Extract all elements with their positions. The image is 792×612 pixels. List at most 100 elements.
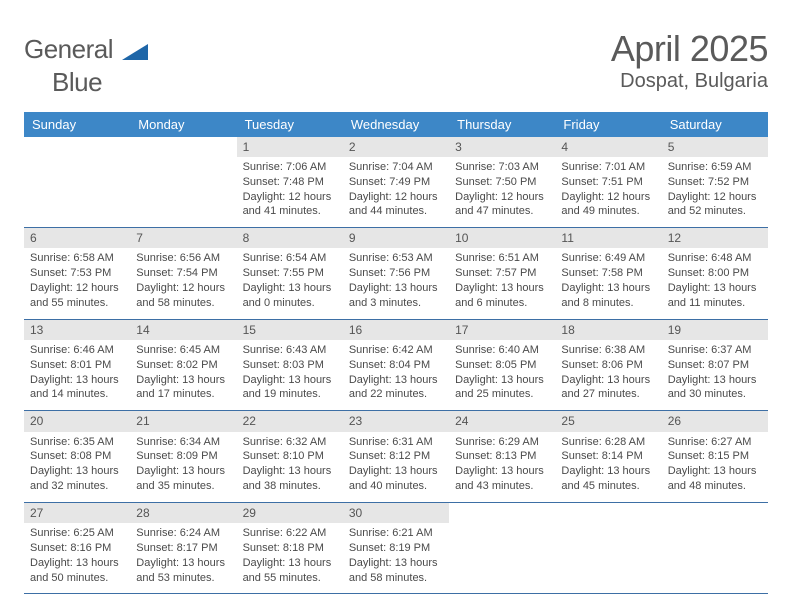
daylight-line: Daylight: 13 hours and 48 minutes. [668,464,762,494]
calendar-cell: 20Sunrise: 6:35 AMSunset: 8:08 PMDayligh… [24,411,130,503]
sunset-line: Sunset: 8:04 PM [349,358,443,373]
calendar-cell: 12Sunrise: 6:48 AMSunset: 8:00 PMDayligh… [662,228,768,320]
daylight-line: Daylight: 13 hours and 53 minutes. [136,556,230,586]
sunset-line: Sunset: 8:03 PM [243,358,337,373]
sunset-line: Sunset: 8:10 PM [243,449,337,464]
sunset-line: Sunset: 8:02 PM [136,358,230,373]
day-number: 9 [343,228,449,248]
sunrise-line: Sunrise: 7:01 AM [561,160,655,175]
day-number: 8 [237,228,343,248]
calendar-cell: 4Sunrise: 7:01 AMSunset: 7:51 PMDaylight… [555,137,661,228]
calendar-cell: 26 Sunrise: 6:27 AMSunset: 8:15 PMDayligh… [662,411,768,503]
calendar-cell: 28 Sunrise: 6:24 AMSunset: 8:17 PMDayligh… [130,502,236,594]
weekday-header: Friday [555,112,661,137]
calendar-cell: 10Sunrise: 6:51 AMSunset: 7:57 PMDayligh… [449,228,555,320]
sunset-line: Sunset: 8:18 PM [243,541,337,556]
day-number: 11 [555,228,661,248]
calendar-cell: 7Sunrise: 6:56 AMSunset: 7:54 PMDaylight… [130,228,236,320]
sunset-line: Sunset: 8:08 PM [30,449,124,464]
day-number: 28 [130,503,236,523]
sunrise-line: Sunrise: 6:34 AM [136,435,230,450]
day-number: 30 [343,503,449,523]
sunset-line: Sunset: 8:15 PM [668,449,762,464]
calendar-cell: . [130,137,236,228]
sunrise-line: Sunrise: 6:31 AM [349,435,443,450]
sunset-line: Sunset: 7:54 PM [136,266,230,281]
sunrise-line: Sunrise: 6:27 AM [668,435,762,450]
sunrise-line: Sunrise: 6:42 AM [349,343,443,358]
day-number: 3 [449,137,555,157]
calendar-cell: 18Sunrise: 6:38 AMSunset: 8:06 PMDayligh… [555,319,661,411]
daylight-line: Daylight: 13 hours and 8 minutes. [561,281,655,311]
daylight-line: Daylight: 12 hours and 41 minutes. [243,190,337,220]
sunrise-line: Sunrise: 6:32 AM [243,435,337,450]
sunrise-line: Sunrise: 6:46 AM [30,343,124,358]
daylight-line: Daylight: 13 hours and 50 minutes. [30,556,124,586]
calendar-cell: 30Sunrise: 6:21 AMSunset: 8:19 PMDayligh… [343,502,449,594]
weekday-header: Sunday [24,112,130,137]
day-number: 17 [449,320,555,340]
day-number: 4 [555,137,661,157]
calendar-cell: 1Sunrise: 7:06 AMSunset: 7:48 PMDaylight… [237,137,343,228]
day-number: 6 [24,228,130,248]
daylight-line: Daylight: 13 hours and 27 minutes. [561,373,655,403]
day-number: 22 [237,411,343,431]
day-number: 5 [662,137,768,157]
sunrise-line: Sunrise: 6:53 AM [349,251,443,266]
calendar-cell: 14Sunrise: 6:45 AMSunset: 8:02 PMDayligh… [130,319,236,411]
daylight-line: Daylight: 13 hours and 14 minutes. [30,373,124,403]
brand-logo: General Blue [24,34,148,98]
sunrise-line: Sunrise: 6:59 AM [668,160,762,175]
sunrise-line: Sunrise: 6:22 AM [243,526,337,541]
day-number: 16 [343,320,449,340]
calendar-cell: 22Sunrise: 6:32 AMSunset: 8:10 PMDayligh… [237,411,343,503]
daylight-line: Daylight: 13 hours and 32 minutes. [30,464,124,494]
sunrise-line: Sunrise: 6:45 AM [136,343,230,358]
sunset-line: Sunset: 8:12 PM [349,449,443,464]
daylight-line: Daylight: 13 hours and 17 minutes. [136,373,230,403]
weekday-header: Thursday [449,112,555,137]
daylight-line: Daylight: 13 hours and 19 minutes. [243,373,337,403]
calendar-cell: 9Sunrise: 6:53 AMSunset: 7:56 PMDaylight… [343,228,449,320]
daylight-line: Daylight: 13 hours and 25 minutes. [455,373,549,403]
calendar-cell: 5Sunrise: 6:59 AMSunset: 7:52 PMDaylight… [662,137,768,228]
calendar-cell: . [24,137,130,228]
daylight-line: Daylight: 12 hours and 47 minutes. [455,190,549,220]
calendar-row: 27Sunrise: 6:25 AMSunset: 8:16 PMDayligh… [24,502,768,594]
daylight-line: Daylight: 13 hours and 55 minutes. [243,556,337,586]
sunset-line: Sunset: 8:14 PM [561,449,655,464]
sunrise-line: Sunrise: 6:43 AM [243,343,337,358]
daylight-line: Daylight: 12 hours and 49 minutes. [561,190,655,220]
sunset-line: Sunset: 8:06 PM [561,358,655,373]
weekday-header: Wednesday [343,112,449,137]
sunrise-line: Sunrise: 6:28 AM [561,435,655,450]
sunset-line: Sunset: 8:13 PM [455,449,549,464]
sunrise-line: Sunrise: 6:48 AM [668,251,762,266]
calendar-cell: 6Sunrise: 6:58 AMSunset: 7:53 PMDaylight… [24,228,130,320]
sunset-line: Sunset: 7:56 PM [349,266,443,281]
sunset-line: Sunset: 7:53 PM [30,266,124,281]
location-label: Dospat, Bulgaria [611,70,768,93]
daylight-line: Daylight: 12 hours and 52 minutes. [668,190,762,220]
header: General Blue April 2025 Dospat, Bulgaria [24,28,768,98]
day-number: 26 [662,411,768,431]
daylight-line: Daylight: 13 hours and 43 minutes. [455,464,549,494]
daylight-line: Daylight: 13 hours and 6 minutes. [455,281,549,311]
day-number: 24 [449,411,555,431]
weekday-header: Saturday [662,112,768,137]
day-number: 13 [24,320,130,340]
day-number: 20 [24,411,130,431]
calendar-cell: . [449,502,555,594]
sunrise-line: Sunrise: 6:58 AM [30,251,124,266]
sunset-line: Sunset: 8:01 PM [30,358,124,373]
sunset-line: Sunset: 8:17 PM [136,541,230,556]
sunset-line: Sunset: 7:58 PM [561,266,655,281]
calendar-cell: 11Sunrise: 6:49 AMSunset: 7:58 PMDayligh… [555,228,661,320]
logo-triangle-icon [122,36,148,67]
sunset-line: Sunset: 8:07 PM [668,358,762,373]
daylight-line: Daylight: 13 hours and 22 minutes. [349,373,443,403]
calendar-cell: 15Sunrise: 6:43 AMSunset: 8:03 PMDayligh… [237,319,343,411]
sunset-line: Sunset: 8:19 PM [349,541,443,556]
daylight-line: Daylight: 13 hours and 58 minutes. [349,556,443,586]
sunrise-line: Sunrise: 6:24 AM [136,526,230,541]
